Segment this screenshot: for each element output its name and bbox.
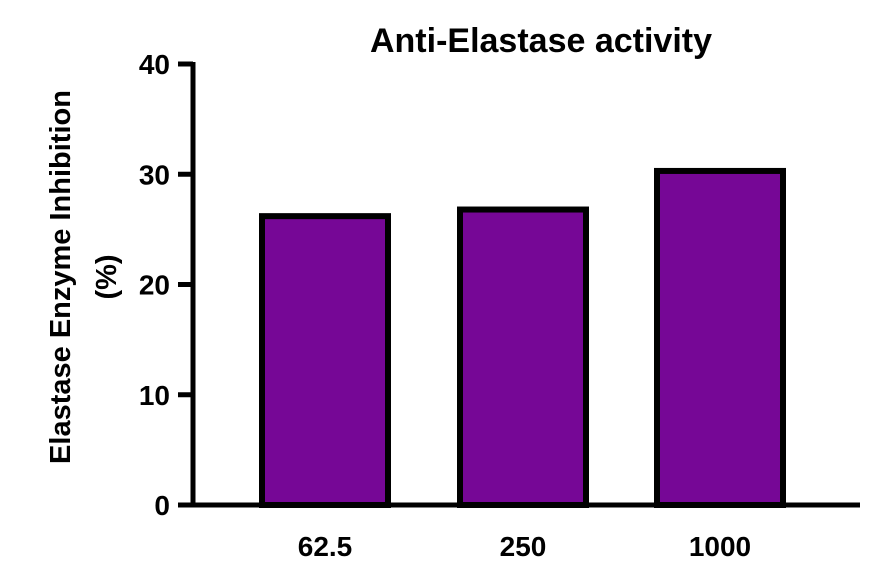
x-tick-label-250: 250: [500, 531, 547, 562]
y-tick-label-40: 40: [139, 49, 170, 80]
bar-62.5: [259, 213, 391, 509]
y-tick-label-30: 30: [139, 159, 170, 190]
y-tick-label-10: 10: [139, 380, 170, 411]
y-tick-label-20: 20: [139, 270, 170, 301]
y-axis-label-line-2: (%): [91, 254, 123, 299]
x-ticks-group: 62.5 250 1000: [298, 531, 751, 562]
bar-1000: [654, 167, 786, 508]
y-ticks-group: 0 10 20 30 40: [139, 49, 193, 521]
y-axis-label-line-1: Elastase Enzyme Inhibition: [45, 90, 77, 464]
y-axis-label: Elastase Enzyme Inhibition (%): [45, 90, 123, 464]
bar-250: [457, 206, 589, 508]
bars-group: [259, 167, 786, 509]
x-tick-label-1000: 1000: [689, 531, 751, 562]
y-tick-label-0: 0: [154, 490, 170, 521]
x-tick-label-62.5: 62.5: [298, 531, 353, 562]
chart-title: Anti-Elastase activity: [370, 22, 712, 60]
